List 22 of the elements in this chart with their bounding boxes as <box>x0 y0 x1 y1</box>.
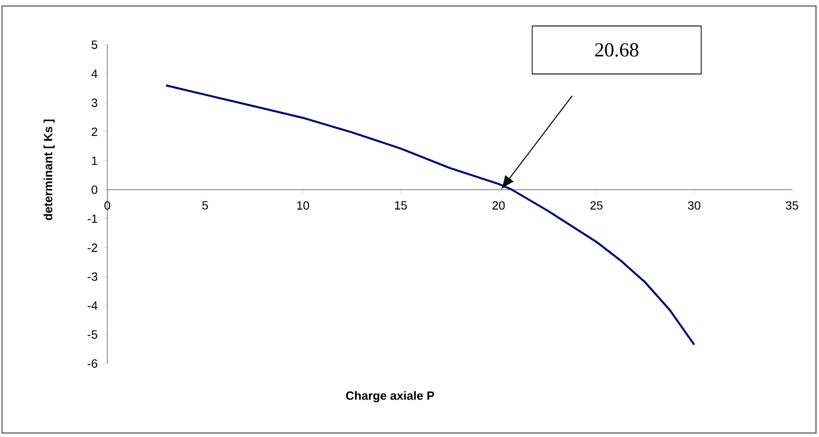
x-axis-title: Charge axiale P <box>346 391 434 402</box>
y-axis-title: determinant [ Ks ] <box>44 120 55 220</box>
y-tick-label: 2 <box>92 128 98 136</box>
x-tick-label: 35 <box>786 201 798 210</box>
x-tick-label: 10 <box>297 201 310 210</box>
y-tick-label: -3 <box>88 272 98 281</box>
x-tick-label: 15 <box>395 201 407 210</box>
x-tick-label: 30 <box>688 201 700 210</box>
y-tick-label: -5 <box>88 330 98 339</box>
y-tick-label: 4 <box>91 70 98 78</box>
y-tick-label: 1 <box>92 156 98 165</box>
y-tick-label: -6 <box>88 359 98 368</box>
x-tick-label: 20 <box>492 201 505 210</box>
y-tick-label: 0 <box>92 185 98 194</box>
y-tick-label: 3 <box>92 98 98 107</box>
y-tick-label: -2 <box>88 243 98 252</box>
x-tick-label: 25 <box>590 201 603 210</box>
y-tick-label: -1 <box>88 214 98 223</box>
x-tick-label: 5 <box>202 201 208 210</box>
y-tick-label: -4 <box>88 301 98 310</box>
annotation: 20.68 <box>595 43 638 57</box>
y-tick-label: 5 <box>92 40 98 49</box>
